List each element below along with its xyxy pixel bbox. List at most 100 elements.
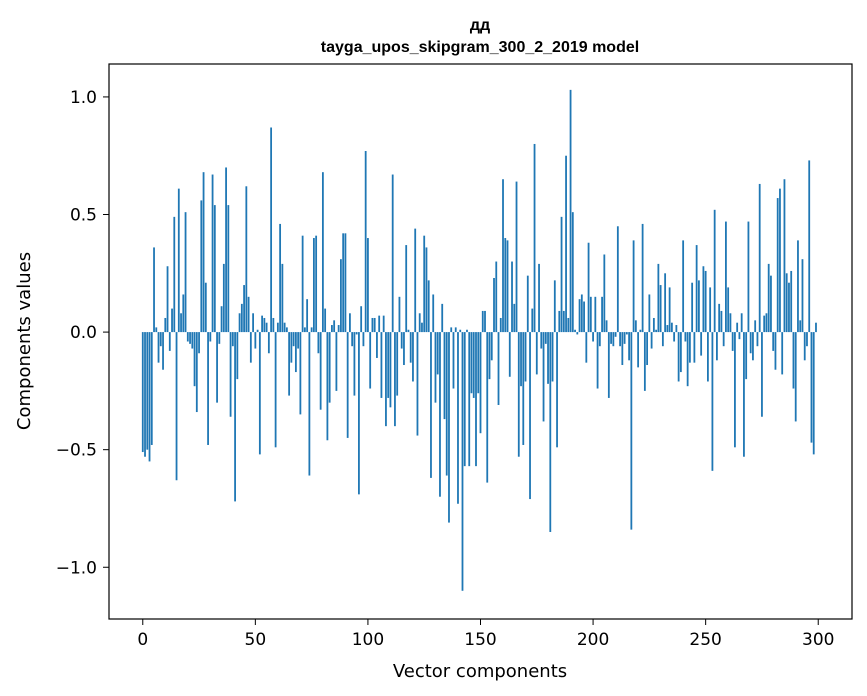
bar	[538, 263, 540, 333]
bar	[810, 332, 813, 443]
bar	[155, 327, 158, 333]
bar	[258, 332, 261, 455]
bar	[675, 325, 678, 333]
bar	[439, 332, 441, 497]
bar	[596, 332, 599, 389]
bar	[252, 313, 254, 333]
bar	[776, 198, 779, 333]
bar	[792, 332, 795, 389]
bar	[763, 315, 766, 333]
bar	[207, 332, 209, 445]
x-tick-label: 100	[352, 630, 384, 650]
bar	[470, 332, 473, 394]
bar	[243, 285, 245, 333]
bar	[182, 294, 185, 333]
bar	[292, 332, 295, 347]
bar	[398, 296, 401, 333]
bar	[434, 332, 437, 403]
bar	[225, 167, 227, 333]
bar	[315, 235, 318, 333]
bar	[628, 332, 630, 361]
bar	[175, 332, 178, 481]
bar	[331, 325, 333, 333]
bar	[747, 221, 750, 333]
bar	[369, 332, 372, 389]
bar	[247, 296, 250, 333]
x-tick-label: 200	[577, 630, 609, 650]
bar	[436, 332, 439, 375]
bar	[414, 228, 417, 333]
bar	[740, 313, 743, 333]
y-axis-label: Components values	[14, 252, 35, 430]
bar	[565, 155, 567, 333]
bar	[738, 332, 741, 340]
bar	[353, 332, 356, 396]
bar	[770, 275, 772, 333]
bar	[531, 308, 534, 333]
bar	[229, 332, 232, 417]
x-tick-label: 150	[464, 630, 496, 650]
bar	[812, 332, 815, 455]
bar	[643, 332, 646, 391]
bar	[459, 329, 462, 333]
bar	[529, 332, 531, 500]
bar	[146, 332, 149, 450]
bar	[499, 317, 502, 333]
bar	[412, 332, 414, 382]
bar	[380, 332, 383, 398]
bar	[283, 322, 286, 333]
y-tick-label: −1.0	[56, 558, 97, 578]
bar	[479, 332, 482, 434]
bar	[558, 310, 561, 333]
bar	[693, 332, 696, 363]
bar	[727, 287, 730, 333]
bar	[506, 240, 509, 333]
bar	[526, 275, 529, 333]
bar	[779, 188, 781, 333]
bar	[184, 212, 187, 333]
bar	[299, 332, 302, 415]
bar	[373, 317, 376, 333]
bar	[709, 287, 712, 333]
bar	[321, 172, 324, 333]
x-tick-label: 250	[689, 630, 721, 650]
bar	[711, 332, 714, 471]
bar	[587, 242, 590, 333]
bar	[625, 332, 628, 335]
bar	[263, 317, 266, 333]
bar	[610, 332, 612, 344]
bar	[688, 332, 691, 363]
bar	[418, 313, 421, 333]
bar	[308, 332, 311, 476]
bar	[781, 332, 784, 375]
y-tick-label: 0.5	[70, 206, 97, 226]
bar	[303, 327, 306, 333]
bar	[614, 332, 617, 337]
bar	[317, 332, 320, 354]
bar	[639, 329, 642, 333]
bar	[725, 221, 727, 333]
bar	[385, 332, 387, 427]
x-tick-label: 0	[137, 630, 148, 650]
bar	[290, 332, 293, 363]
bar	[407, 329, 410, 333]
bar	[495, 261, 498, 333]
bar	[148, 332, 151, 462]
bar	[544, 332, 547, 344]
bar	[522, 332, 525, 445]
bar	[391, 174, 394, 333]
bar	[634, 320, 637, 333]
bar	[468, 332, 471, 467]
bar	[765, 313, 768, 333]
bar	[150, 332, 153, 445]
bar	[204, 282, 207, 333]
x-tick-label: 50	[245, 630, 267, 650]
bar	[337, 325, 340, 333]
bar	[803, 332, 806, 361]
bar	[508, 332, 511, 377]
bar	[351, 332, 354, 347]
bar	[657, 263, 660, 333]
bar	[267, 332, 270, 354]
bar	[605, 320, 608, 333]
bar	[346, 332, 349, 438]
